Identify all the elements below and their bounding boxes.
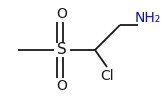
Text: NH₂: NH₂: [135, 11, 161, 25]
Text: S: S: [57, 43, 67, 58]
Text: Cl: Cl: [100, 69, 114, 83]
Text: O: O: [57, 7, 67, 21]
Text: O: O: [57, 79, 67, 93]
